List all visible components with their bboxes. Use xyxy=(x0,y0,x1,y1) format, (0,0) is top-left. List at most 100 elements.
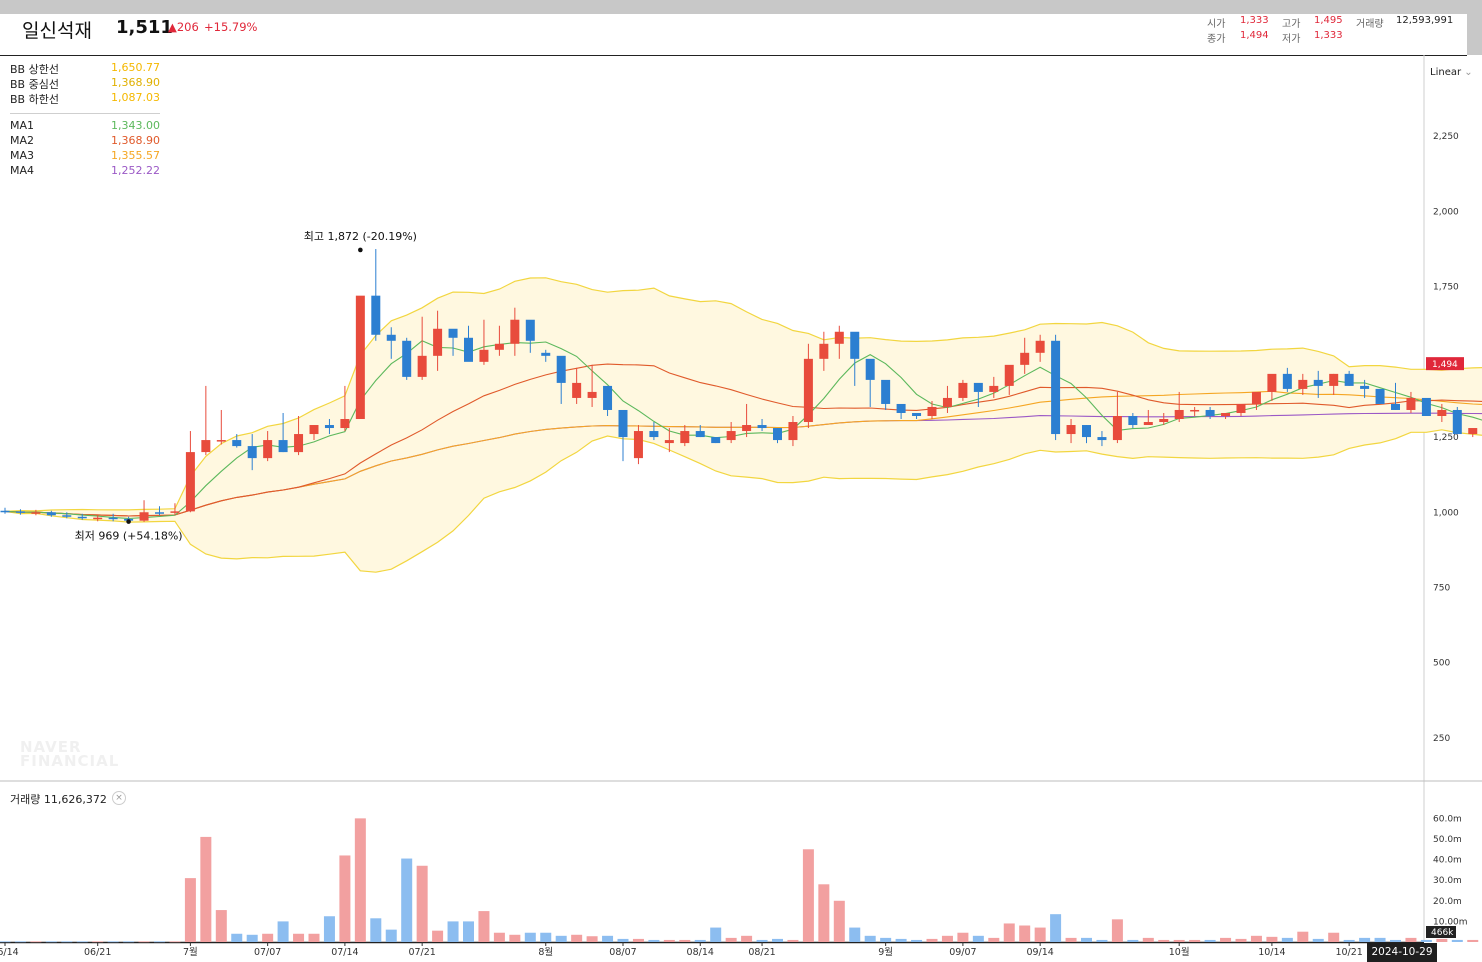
candle xyxy=(494,343,504,350)
volume-panel-label: 거래량 11,626,372 xyxy=(10,791,107,807)
candle xyxy=(1282,373,1292,389)
candle xyxy=(1035,340,1045,353)
legend-ma2-label: MA2 xyxy=(10,134,35,147)
candle xyxy=(1313,379,1323,386)
volume-bar xyxy=(1127,939,1139,942)
volume-bar xyxy=(1266,936,1278,942)
candle xyxy=(1020,352,1030,365)
volume-bar xyxy=(957,932,969,942)
y-tick-label: 1,000 xyxy=(1433,508,1459,518)
y-tick-label: 500 xyxy=(1433,659,1450,669)
volume-bar xyxy=(416,865,428,942)
candle xyxy=(479,349,489,362)
volume-bar xyxy=(818,884,830,942)
volume-bar xyxy=(555,935,567,942)
candle xyxy=(0,510,10,513)
volume-bar xyxy=(1420,939,1432,942)
volume-bar xyxy=(1189,939,1201,942)
volume-bar xyxy=(339,855,351,942)
low-marker xyxy=(126,519,131,524)
stock-name: 일신석재 xyxy=(22,20,92,42)
volume-bar xyxy=(14,941,26,943)
low-value: 1,333 xyxy=(1314,30,1343,41)
legend-bb-mid-label: BB 중심선 xyxy=(10,78,59,91)
candle xyxy=(788,422,798,441)
volume-bar xyxy=(30,941,42,943)
volume-bar xyxy=(92,941,104,943)
candle xyxy=(1437,409,1447,416)
volume-bar xyxy=(200,836,212,942)
volume-bar xyxy=(447,921,459,942)
volume-bar xyxy=(1451,939,1463,942)
scale-mode-dropdown[interactable]: Linear ⌄ xyxy=(1430,67,1473,78)
high-value: 1,495 xyxy=(1314,15,1343,26)
y-tick-label: 2,000 xyxy=(1433,207,1459,217)
candle xyxy=(1406,397,1416,410)
candle xyxy=(1329,373,1339,386)
volume-tick-label: 30.0m xyxy=(1433,876,1462,886)
candle xyxy=(742,425,752,432)
candle xyxy=(603,385,613,410)
candle xyxy=(155,512,164,514)
candle xyxy=(572,382,582,398)
volume-bar xyxy=(586,936,598,942)
volume-bar xyxy=(663,939,675,942)
legend-bb-mid-value: 1,368.90 xyxy=(111,76,160,89)
volume-bar xyxy=(617,938,629,942)
scale-mode-label: Linear xyxy=(1430,67,1462,78)
candle xyxy=(1128,415,1138,426)
x-tick-label: 06/14 xyxy=(0,947,19,958)
volume-bar xyxy=(1003,923,1015,942)
volume-bar xyxy=(277,921,289,942)
candle xyxy=(31,512,41,514)
volume-bar xyxy=(123,941,135,943)
volume-bar xyxy=(911,939,923,942)
candle xyxy=(278,440,288,453)
x-tick-label: 10/14 xyxy=(1258,947,1285,958)
volume-bar xyxy=(1405,937,1417,942)
volume-bar xyxy=(741,935,753,942)
candle xyxy=(309,425,319,435)
candle xyxy=(15,511,25,513)
candle xyxy=(633,431,643,459)
legend-ma4-value: 1,252.22 xyxy=(111,164,160,177)
volume-bar xyxy=(493,932,505,942)
close-icon[interactable]: × xyxy=(112,791,126,805)
volume-last-tag xyxy=(1426,926,1456,938)
crosshair-date: 2024-10-29 xyxy=(1367,943,1437,962)
candle xyxy=(1452,409,1462,435)
candle xyxy=(881,379,891,404)
volume-bar xyxy=(478,911,490,942)
volume-last-label: 466k xyxy=(1431,928,1454,938)
volume-bar xyxy=(988,937,1000,942)
candle xyxy=(340,419,350,429)
volume-bar xyxy=(184,878,196,942)
candle xyxy=(1097,437,1107,441)
open-label: 시가 xyxy=(1207,19,1226,30)
volume-bar xyxy=(1220,937,1232,942)
candle xyxy=(1236,403,1246,413)
candle xyxy=(139,512,149,521)
y-tick-label: 2,250 xyxy=(1433,132,1459,142)
x-tick-label: 08/07 xyxy=(609,947,636,958)
volume-bar xyxy=(1204,939,1216,942)
volume-bar xyxy=(0,941,11,943)
candle xyxy=(448,328,458,338)
x-tick-label: 07/14 xyxy=(331,947,358,958)
candle xyxy=(773,428,782,441)
candle xyxy=(402,340,412,377)
volume-bar xyxy=(61,941,73,943)
candle xyxy=(1391,403,1400,410)
volume-bar xyxy=(138,941,150,943)
volume-tick-label: 20.0m xyxy=(1433,897,1462,907)
candle xyxy=(1298,379,1308,389)
candle xyxy=(850,331,860,359)
volume-bar xyxy=(215,910,227,942)
candle xyxy=(757,425,767,429)
x-tick-label: 7월 xyxy=(183,946,198,958)
y-tick-label: 750 xyxy=(1433,583,1450,593)
volume-bar xyxy=(231,933,243,942)
volume-bar xyxy=(45,941,57,943)
price-change: ▲206 xyxy=(168,20,199,34)
